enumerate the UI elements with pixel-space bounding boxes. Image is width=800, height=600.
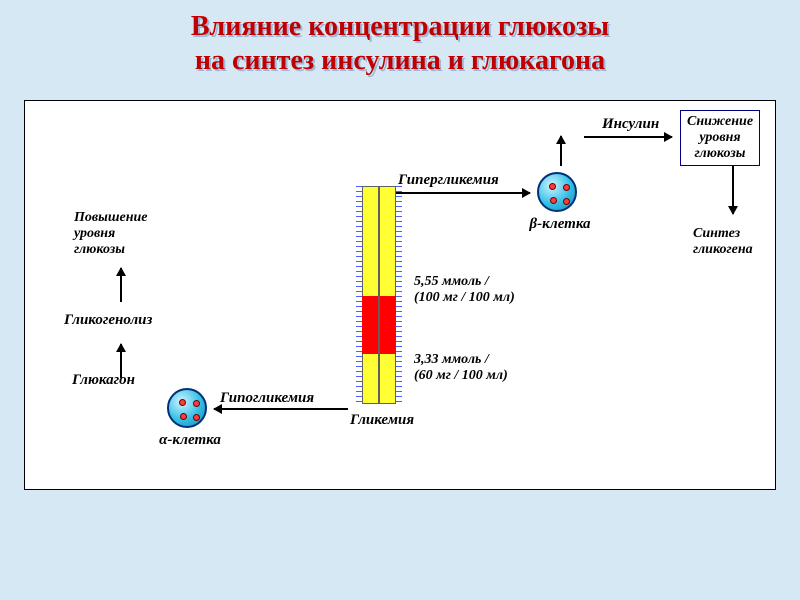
alpha-cell-circle-label: α-клетка [145, 432, 235, 449]
beta-cell-circle-label: β-клетка [515, 216, 605, 233]
label-glycogenolysis: Гликогенолиз [64, 312, 214, 329]
label-glycogen_syn: Синтез гликогена [693, 226, 800, 258]
thermo-low-label: 3,33 ммоль / (60 мг / 100 мл) [414, 352, 584, 384]
glycemia-thermometer [362, 186, 396, 404]
arrow-0 [396, 192, 530, 194]
label-glucose_down: Снижение уровня глюкозы [680, 110, 760, 166]
arrow-1 [584, 136, 672, 138]
alpha-cell-circle [167, 388, 207, 428]
arrow-3 [214, 408, 348, 410]
title-line2: на синтез инсулина и глюкагона [195, 45, 605, 76]
thermo-high-label: 5,55 ммоль / (100 мг / 100 мл) [414, 274, 584, 306]
arrow-6 [560, 136, 562, 166]
arrow-5 [120, 268, 122, 302]
label-glucagon: Глюкагон [72, 372, 222, 389]
label-glucose_up: Повышение уровня глюкозы [74, 210, 224, 258]
glycemia-label: Гликемия [322, 412, 442, 429]
arrow-2 [732, 166, 734, 214]
page-title: Влияние концентрации глюкозы на синтез и… [0, 10, 800, 77]
title-line1: Влияние концентрации глюкозы [191, 11, 609, 42]
label-hypo: Гипогликемия [220, 390, 370, 407]
label-hyper: Гипергликемия [398, 172, 548, 189]
